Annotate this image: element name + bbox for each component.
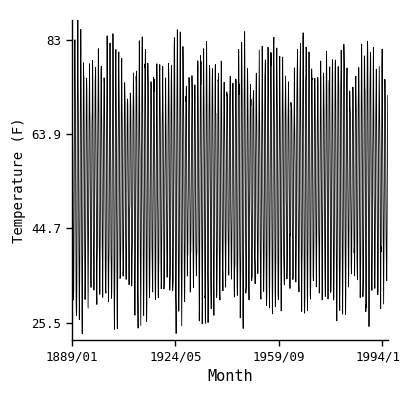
X-axis label: Month: Month: [207, 369, 253, 384]
Y-axis label: Temperature (F): Temperature (F): [12, 117, 26, 243]
